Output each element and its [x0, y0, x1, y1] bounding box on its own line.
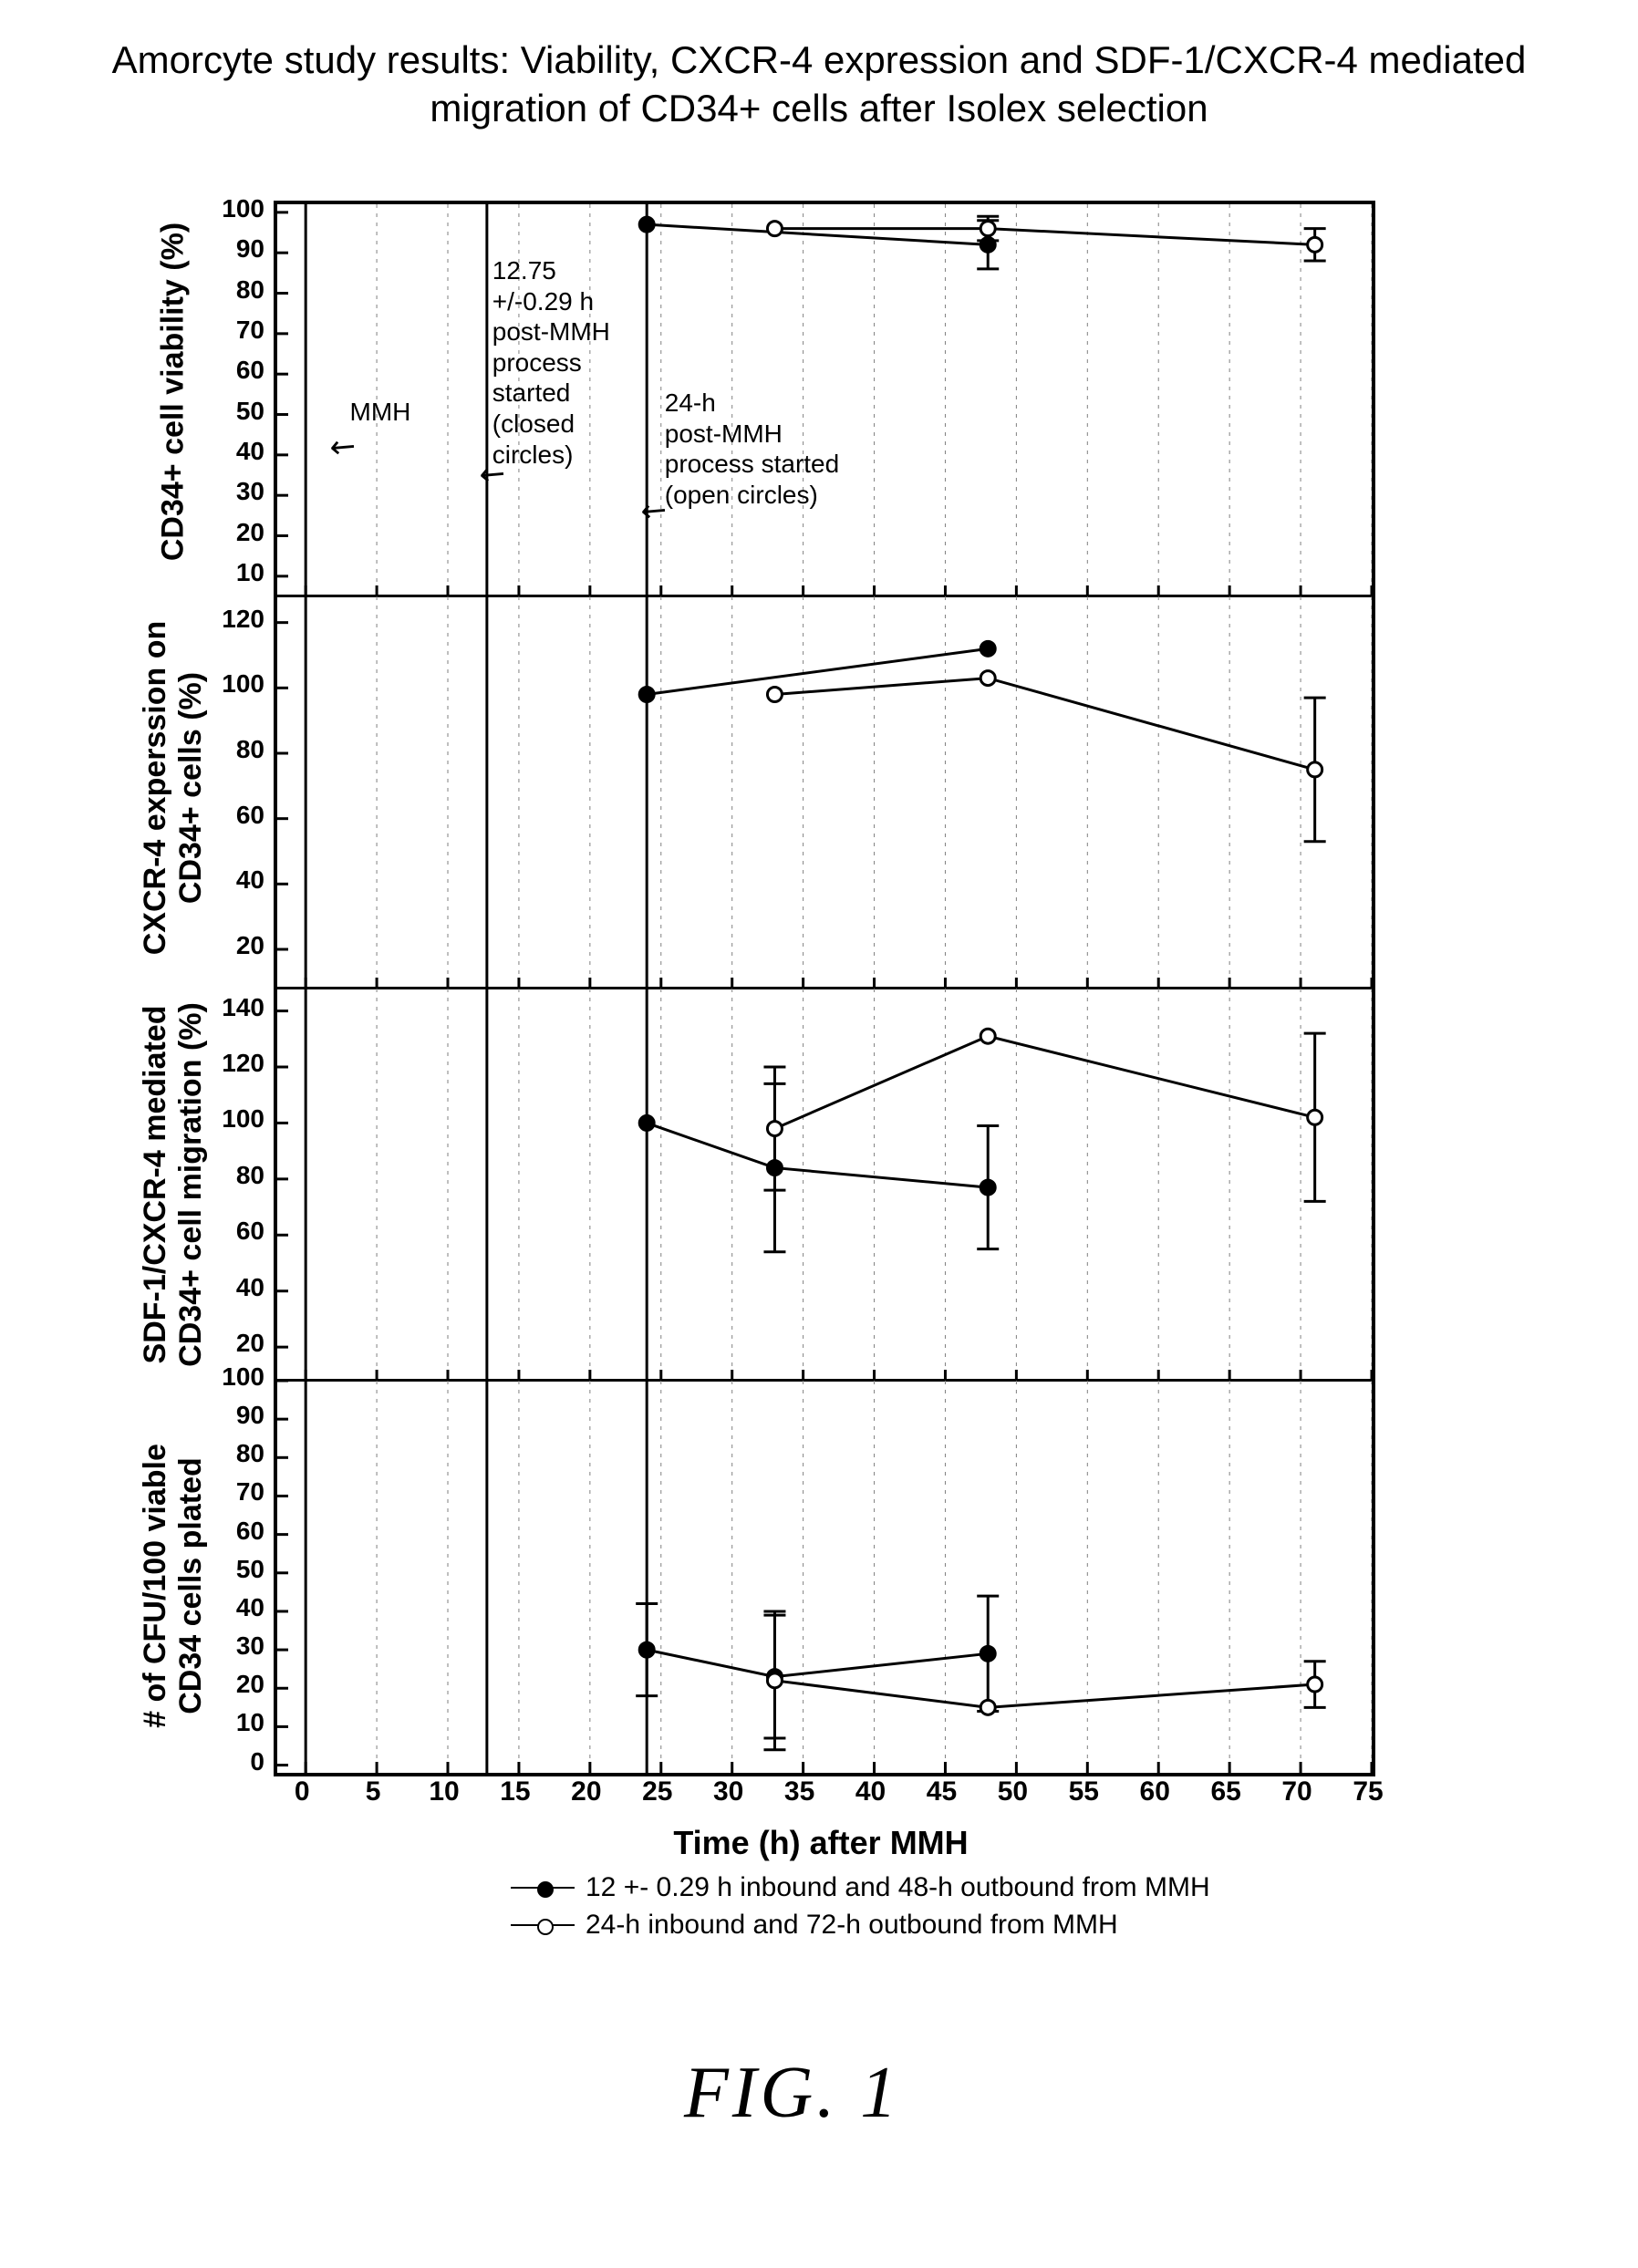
- ytick-label: 30: [210, 477, 264, 506]
- ytick-label: 70: [210, 1477, 264, 1507]
- xtick-label: 5: [355, 1776, 391, 1807]
- ytick-label: 0: [210, 1747, 264, 1776]
- ytick-label: 10: [210, 1708, 264, 1737]
- xaxis-label: Time (h) after MMH: [274, 1824, 1368, 1862]
- title-line-2: migration of CD34+ cells after Isolex se…: [430, 87, 1208, 129]
- ytick-label: 60: [210, 1517, 264, 1546]
- ytick-label: 90: [210, 1401, 264, 1430]
- ytick-label: 90: [210, 234, 264, 264]
- xtick-label: 50: [994, 1776, 1031, 1807]
- ytick-label: 50: [210, 397, 264, 426]
- ytick-label: 80: [210, 1161, 264, 1190]
- ytick-label: 20: [210, 1329, 264, 1358]
- legend: 12 +- 0.29 h inbound and 48-h outbound f…: [511, 1869, 1210, 1943]
- figure-number: FIG. 1: [684, 2052, 900, 2135]
- ytick-label: 120: [210, 605, 264, 634]
- ytick-label: 100: [210, 1104, 264, 1134]
- ytick-label: 120: [210, 1049, 264, 1078]
- legend-marker-open-icon: [511, 1924, 575, 1926]
- ytick-label: 70: [210, 316, 264, 345]
- xtick-label: 35: [782, 1776, 818, 1807]
- ytick-label: 100: [210, 1362, 264, 1392]
- annotation: 12.75 +/-0.29 h post-MMH process started…: [492, 255, 629, 470]
- xtick-label: 55: [1065, 1776, 1102, 1807]
- legend-marker-closed-icon: [511, 1887, 575, 1889]
- ytick-label: 100: [210, 194, 264, 223]
- xtick-label: 0: [284, 1776, 320, 1807]
- ytick-label: 80: [210, 1439, 264, 1468]
- ytick-label: 40: [210, 437, 264, 466]
- ytick-label: 50: [210, 1555, 264, 1584]
- ytick-label: 20: [210, 1670, 264, 1699]
- ytick-label: 80: [210, 735, 264, 764]
- ylabel-cfu: # of CFU/100 viable CD34 cells plated: [138, 1376, 209, 1796]
- panel-migration: [277, 989, 1372, 1381]
- xtick-label: 25: [639, 1776, 676, 1807]
- ytick-label: 60: [210, 356, 264, 385]
- xtick-label: 15: [497, 1776, 534, 1807]
- ytick-label: 10: [210, 558, 264, 587]
- annotation: 24-h post-MMH process started (open circ…: [665, 388, 875, 510]
- xtick-label: 70: [1279, 1776, 1315, 1807]
- ytick-label: 20: [210, 931, 264, 960]
- legend-series-closed: 12 +- 0.29 h inbound and 48-h outbound f…: [511, 1869, 1210, 1907]
- xtick-label: 30: [710, 1776, 747, 1807]
- ytick-label: 40: [210, 865, 264, 895]
- ytick-label: 60: [210, 801, 264, 830]
- xtick-label: 45: [923, 1776, 959, 1807]
- ytick-label: 140: [210, 993, 264, 1022]
- legend-series-open: 24-h inbound and 72-h outbound from MMH: [511, 1907, 1210, 1944]
- panel-cfu: [277, 1381, 1372, 1773]
- ytick-label: 30: [210, 1631, 264, 1661]
- ytick-label: 60: [210, 1217, 264, 1246]
- xtick-label: 60: [1136, 1776, 1173, 1807]
- legend-label-closed: 12 +- 0.29 h inbound and 48-h outbound f…: [586, 1869, 1210, 1907]
- xtick-label: 75: [1350, 1776, 1386, 1807]
- ytick-label: 100: [210, 669, 264, 699]
- ytick-label: 20: [210, 518, 264, 547]
- figure-page: Amorcyte study results: Viability, CXCR-…: [0, 0, 1638, 2268]
- xtick-label: 10: [426, 1776, 462, 1807]
- chart-title: Amorcyte study results: Viability, CXCR-…: [0, 36, 1638, 132]
- xtick-label: 40: [853, 1776, 889, 1807]
- ytick-label: 80: [210, 275, 264, 305]
- ylabel-viability: CD34+ cell viability (%): [156, 196, 192, 588]
- legend-label-open: 24-h inbound and 72-h outbound from MMH: [586, 1907, 1118, 1944]
- title-line-1: Amorcyte study results: Viability, CXCR-…: [112, 38, 1527, 81]
- xtick-label: 65: [1208, 1776, 1244, 1807]
- ytick-label: 40: [210, 1273, 264, 1302]
- panel-cxcr4: [277, 596, 1372, 989]
- annotation: MMH: [350, 397, 411, 428]
- ylabel-migration: SDF-1/CXCR-4 mediated CD34+ cell migrati…: [138, 938, 209, 1431]
- xtick-label: 20: [568, 1776, 605, 1807]
- ytick-label: 40: [210, 1593, 264, 1622]
